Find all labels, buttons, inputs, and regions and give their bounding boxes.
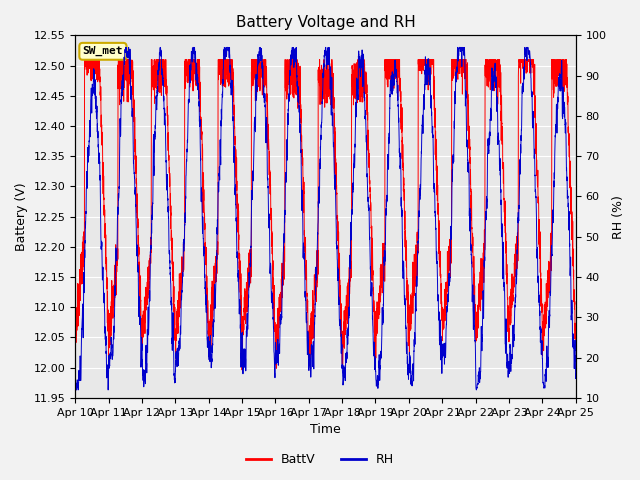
BattV bbox=[438, 303, 445, 309]
RH bbox=[572, 358, 579, 364]
X-axis label: Time: Time bbox=[310, 423, 341, 436]
RH bbox=[438, 338, 445, 344]
RH bbox=[307, 358, 314, 363]
RH bbox=[466, 218, 474, 224]
Title: Battery Voltage and RH: Battery Voltage and RH bbox=[236, 15, 415, 30]
BattV bbox=[572, 324, 580, 330]
RH bbox=[122, 45, 129, 50]
BattV bbox=[410, 288, 417, 293]
RH bbox=[72, 387, 80, 393]
Line: RH: RH bbox=[75, 48, 576, 390]
RH bbox=[572, 371, 580, 376]
Y-axis label: Battery (V): Battery (V) bbox=[15, 182, 28, 251]
Y-axis label: RH (%): RH (%) bbox=[612, 195, 625, 239]
RH bbox=[71, 384, 79, 390]
Text: SW_met: SW_met bbox=[83, 46, 123, 57]
BattV bbox=[307, 332, 314, 338]
BattV bbox=[81, 57, 88, 62]
Line: BattV: BattV bbox=[75, 60, 576, 370]
BattV bbox=[71, 310, 79, 316]
Legend: BattV, RH: BattV, RH bbox=[241, 448, 399, 471]
BattV bbox=[161, 69, 169, 74]
BattV bbox=[466, 147, 474, 153]
BattV bbox=[572, 323, 579, 329]
BattV bbox=[238, 367, 246, 373]
RH bbox=[161, 118, 169, 123]
RH bbox=[410, 365, 417, 371]
